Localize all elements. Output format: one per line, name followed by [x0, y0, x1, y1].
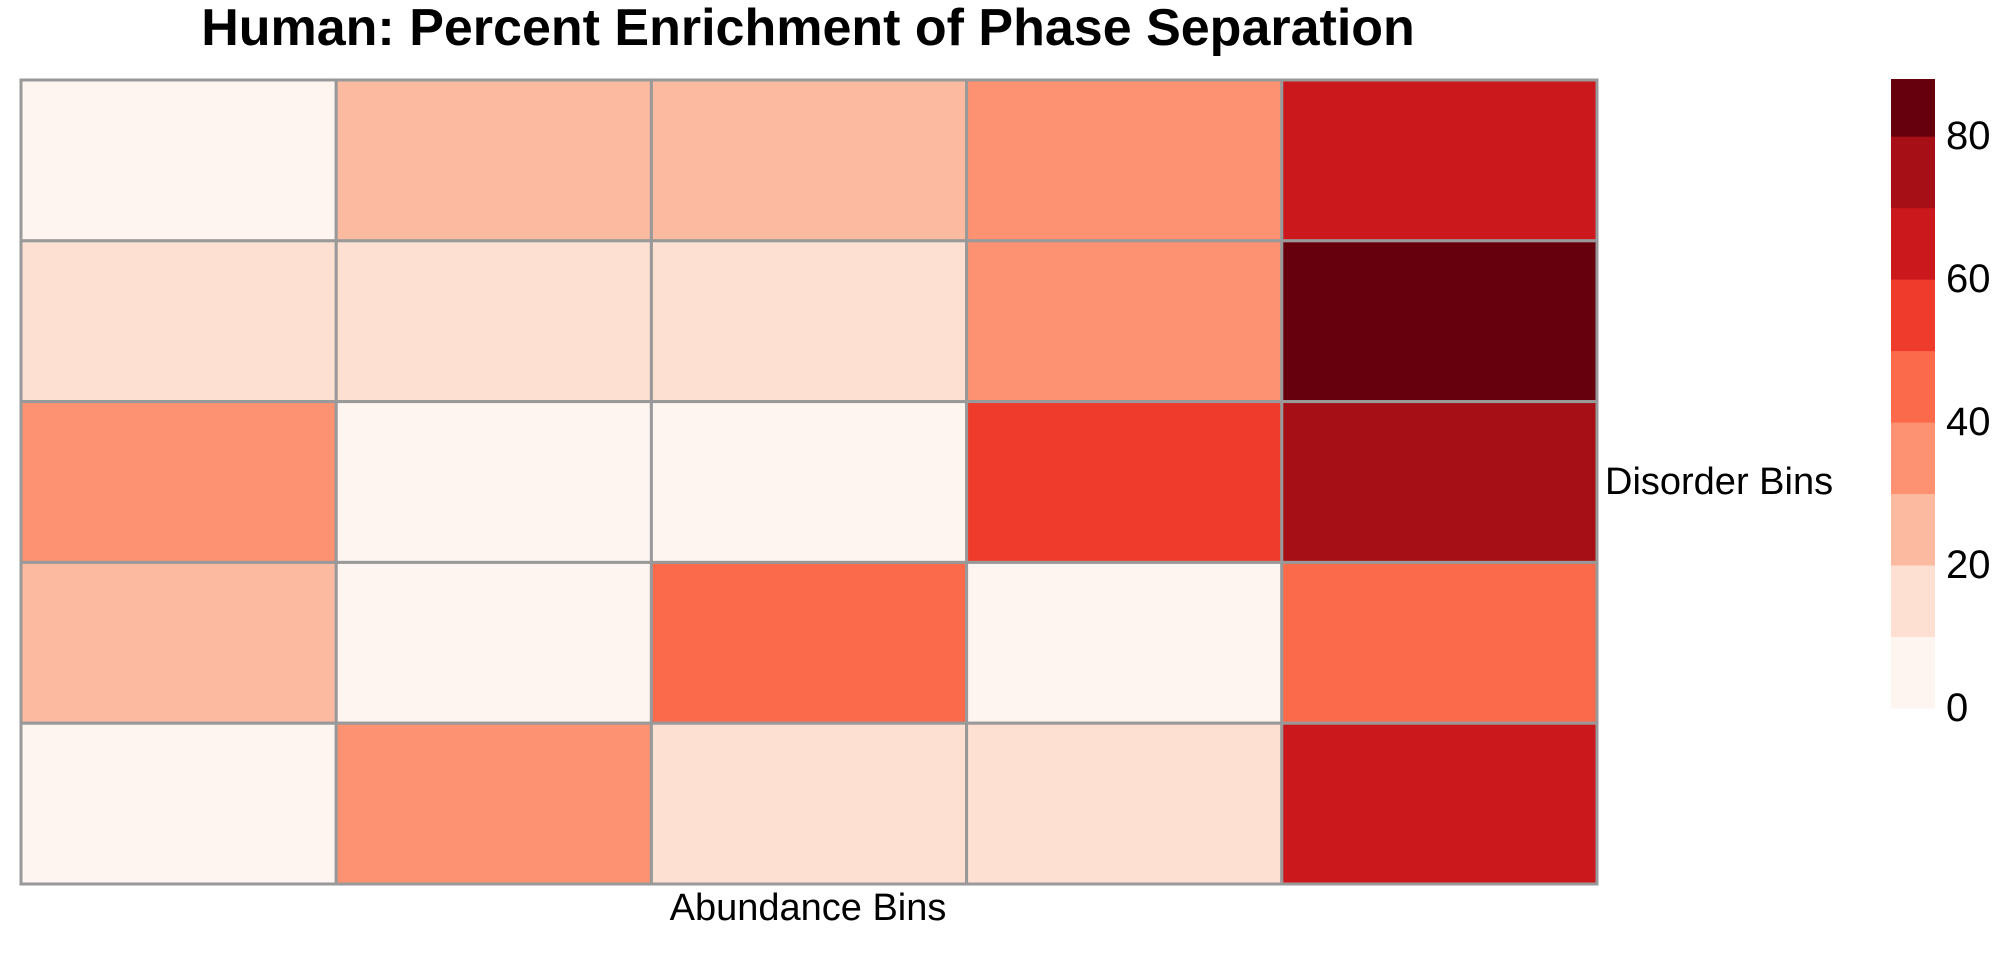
heatmap-cell-r2-c4	[965, 239, 1284, 404]
heatmap-cell-r2-c1	[19, 239, 338, 404]
heatmap-cell-r3-c5	[1280, 400, 1599, 564]
legend-color-step-3	[1891, 493, 1935, 566]
heatmap-cell-r2-c3	[649, 239, 969, 404]
legend-color-step-6	[1891, 279, 1935, 352]
heatmap-cell-r2-c2	[334, 239, 653, 404]
heatmap-cell-r4-c3	[649, 560, 969, 725]
heatmap-cell-r3-c4	[965, 400, 1284, 564]
heatmap-cell-r1-c5	[1280, 78, 1599, 243]
legend-color-step-2	[1891, 565, 1935, 638]
chart-title: Human: Percent Enrichment of Phase Separ…	[201, 0, 1415, 57]
heatmap-cell-r4-c1	[19, 560, 338, 725]
legend-tick-label-3: 40	[1946, 400, 1991, 444]
heatmap-cell-r3-c2	[334, 400, 653, 564]
legend-tick-label-4: 60	[1946, 257, 1991, 301]
heatmap-cell-r1-c1	[19, 78, 338, 243]
heatmap-cell-r3-c3	[649, 400, 969, 564]
heatmap-cell-r1-c2	[334, 78, 653, 243]
heatmap-cell-r4-c4	[965, 560, 1284, 725]
legend-tick-label-2: 20	[1946, 543, 1991, 587]
heatmap-cell-r1-c4	[965, 78, 1284, 243]
heatmap-cell-r4-c5	[1280, 560, 1599, 725]
legend-color-step-5	[1891, 350, 1935, 423]
x-axis-label: Abundance Bins	[670, 887, 947, 929]
heatmap-cell-r3-c1	[19, 400, 338, 564]
legend-color-step-4	[1891, 422, 1935, 495]
legend-color-step-8	[1891, 136, 1935, 209]
y-axis-label: Disorder Bins	[1605, 461, 1833, 503]
heatmap-cell-r5-c1	[19, 721, 338, 886]
legend-tick-label-5: 80	[1946, 114, 1991, 158]
heatmap-cell-r5-c4	[965, 721, 1284, 886]
legend-color-step-9	[1891, 79, 1935, 137]
heatmap-cells	[19, 78, 1599, 886]
heatmap-cell-r1-c3	[649, 78, 969, 243]
heatmap-cell-r4-c2	[334, 560, 653, 725]
legend-tick-labels: 0 20 40 60 80	[1946, 114, 1991, 730]
legend-color-step-7	[1891, 207, 1935, 280]
legend-color-step-1	[1891, 636, 1935, 709]
color-legend	[1891, 79, 1935, 709]
heatmap-cell-r5-c2	[334, 721, 653, 886]
heatmap-cell-r2-c5	[1280, 239, 1599, 404]
heatmap-cell-r5-c3	[649, 721, 969, 886]
heatmap-cell-r5-c5	[1280, 721, 1599, 886]
legend-tick-label-1: 0	[1946, 686, 1968, 730]
